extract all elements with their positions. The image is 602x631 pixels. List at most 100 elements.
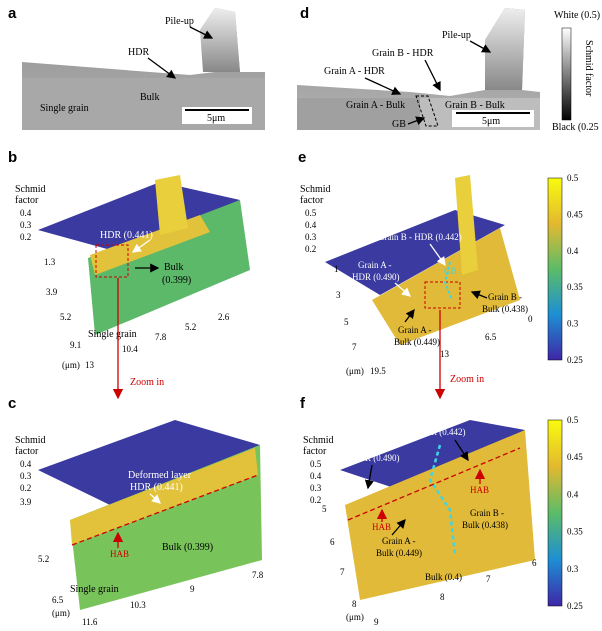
panel-label: f bbox=[300, 395, 306, 412]
colorbar-tick: 0.35 bbox=[567, 527, 583, 537]
annotation: Grain B - HDR (0.442) bbox=[378, 232, 462, 242]
z-title: factor bbox=[15, 446, 39, 457]
surface-top bbox=[38, 182, 240, 252]
colorbar-tick: 0.3 bbox=[567, 319, 579, 329]
annotation: Bulk (0.4) bbox=[425, 572, 462, 582]
y-tick: 3.9 bbox=[46, 287, 58, 297]
surface-bulk bbox=[88, 200, 250, 335]
annotation: Grain A bbox=[362, 442, 391, 452]
bw-legend: White (0.5) Schmid factor Black (0.25 bbox=[552, 10, 600, 133]
annotation: Single grain bbox=[70, 584, 119, 595]
zoom-label: Zoom in bbox=[450, 374, 484, 385]
annotation: HDR (0.441) bbox=[130, 482, 183, 493]
annotation: HDR (0.442) bbox=[418, 427, 466, 437]
z-tick: 0.2 bbox=[20, 483, 31, 493]
scale-box bbox=[452, 110, 534, 127]
y-tick: 3.9 bbox=[20, 497, 32, 507]
annotation: Grain B bbox=[430, 416, 459, 426]
surface-hdr bbox=[70, 448, 258, 545]
y-tick: 5 bbox=[322, 504, 327, 514]
x-tick: 7 bbox=[486, 574, 491, 584]
x-tick: 7.8 bbox=[252, 570, 264, 580]
annotation: Grain A - Bulk bbox=[346, 100, 405, 111]
z-tick: 0.2 bbox=[20, 232, 31, 242]
annotation: Bulk (0.438) bbox=[462, 520, 508, 530]
y-tick: 19.5 bbox=[370, 366, 386, 376]
unit: (μm) bbox=[346, 366, 364, 376]
y-tick: 6.5 bbox=[52, 595, 64, 605]
x-tick: 6.5 bbox=[485, 332, 497, 342]
x-tick: 8 bbox=[440, 592, 445, 602]
x-tick: 10.4 bbox=[122, 344, 138, 354]
surface-bulk bbox=[345, 430, 535, 600]
surface-top bbox=[340, 420, 525, 490]
x-tick: 10.3 bbox=[130, 600, 146, 610]
annotation: Single grain bbox=[40, 103, 89, 114]
annotation: HAB bbox=[110, 549, 129, 559]
annotation: HDR (0.441) bbox=[100, 230, 153, 241]
y-tick: 5 bbox=[344, 317, 349, 327]
annotation: Grain B - HDR bbox=[372, 48, 434, 59]
surface-top bbox=[38, 420, 260, 505]
scale-bar: 5μm bbox=[482, 116, 500, 127]
y-tick: 5.2 bbox=[38, 554, 49, 564]
colorbar-tick: 0.5 bbox=[567, 415, 579, 425]
unit: (μm) bbox=[346, 612, 364, 622]
panel-c: c Schmid factor 0.4 0.3 0.2 Deformed lay… bbox=[8, 395, 264, 627]
annotation: Deformed layer bbox=[128, 470, 192, 481]
z-title: Schmid bbox=[303, 435, 334, 446]
z-tick: 0.3 bbox=[305, 232, 317, 242]
y-tick: 1.3 bbox=[44, 257, 56, 267]
x-tick: 2.6 bbox=[218, 312, 230, 322]
colorbar-tick: 0.5 bbox=[567, 173, 579, 183]
colorbar-ticks: 0.5 0.45 0.4 0.35 0.3 0.25 0.5 0.45 0.4 0.35 0.3 0.… bbox=[567, 173, 583, 611]
z-tick: 0.4 bbox=[310, 471, 322, 481]
x-tick: 13 bbox=[440, 349, 450, 359]
pile-up bbox=[485, 8, 525, 90]
scale-box bbox=[182, 107, 252, 124]
z-title: Schmid bbox=[300, 184, 331, 195]
z-title: factor bbox=[15, 195, 39, 206]
z-title: factor bbox=[300, 195, 324, 206]
legend-bar bbox=[561, 27, 572, 121]
annotation: Bulk (0.449) bbox=[376, 548, 422, 558]
panel-label: a bbox=[8, 5, 17, 22]
z-tick: 0.4 bbox=[20, 208, 32, 218]
annotation: Bulk bbox=[140, 92, 159, 103]
z-title: factor bbox=[303, 446, 327, 457]
y-tick: 7 bbox=[340, 567, 345, 577]
surface-pileup bbox=[155, 175, 188, 235]
legend-bottom: Black (0.25 bbox=[552, 122, 599, 133]
x-tick: 0 bbox=[528, 314, 533, 324]
annotation: Bulk bbox=[164, 262, 183, 273]
z-tick: 0.3 bbox=[20, 220, 32, 230]
panel-e: e Schmid factor 0.5 0.4 0.3 0.2 Grain B … bbox=[298, 149, 563, 400]
colorbar-tick: 0.45 bbox=[567, 209, 583, 219]
annotation: HDR (0.490) bbox=[352, 272, 400, 282]
y-tick: 7 bbox=[352, 342, 357, 352]
x-tick: 5.2 bbox=[185, 322, 196, 332]
annotation: HDR (0.490) bbox=[352, 453, 400, 463]
panel-f: f Schmid factor 0.5 0.4 0.3 0.2 Grain A … bbox=[300, 395, 563, 627]
colorbar-tick: 0.4 bbox=[567, 489, 579, 499]
y-tick: 6 bbox=[330, 537, 335, 547]
z-tick: 0.5 bbox=[310, 459, 322, 469]
colorbar-tick: 0.4 bbox=[567, 246, 579, 256]
x-tick: 7.8 bbox=[155, 332, 167, 342]
annotation: Pile-up bbox=[442, 30, 471, 41]
surface-pileup bbox=[455, 175, 478, 275]
annotation: Single grain bbox=[88, 329, 137, 340]
z-title: Schmid bbox=[15, 184, 46, 195]
legend-title: Schmid factor bbox=[583, 40, 594, 97]
panel-label: e bbox=[298, 149, 306, 166]
annotation: Grain A - bbox=[398, 325, 432, 335]
annotation: HDR bbox=[128, 47, 149, 58]
panel-label: b bbox=[8, 149, 17, 166]
panel-a: a Pile-up HDR Bulk Single grain 5μm bbox=[8, 5, 265, 130]
y-tick: 9.1 bbox=[70, 340, 81, 350]
unit: (μm) bbox=[62, 360, 80, 370]
annotation: HAB bbox=[470, 485, 489, 495]
panel-d: d Pile-up Grain B - HDR Grain A - HDR Gr… bbox=[297, 5, 540, 130]
pile-up bbox=[200, 8, 240, 72]
